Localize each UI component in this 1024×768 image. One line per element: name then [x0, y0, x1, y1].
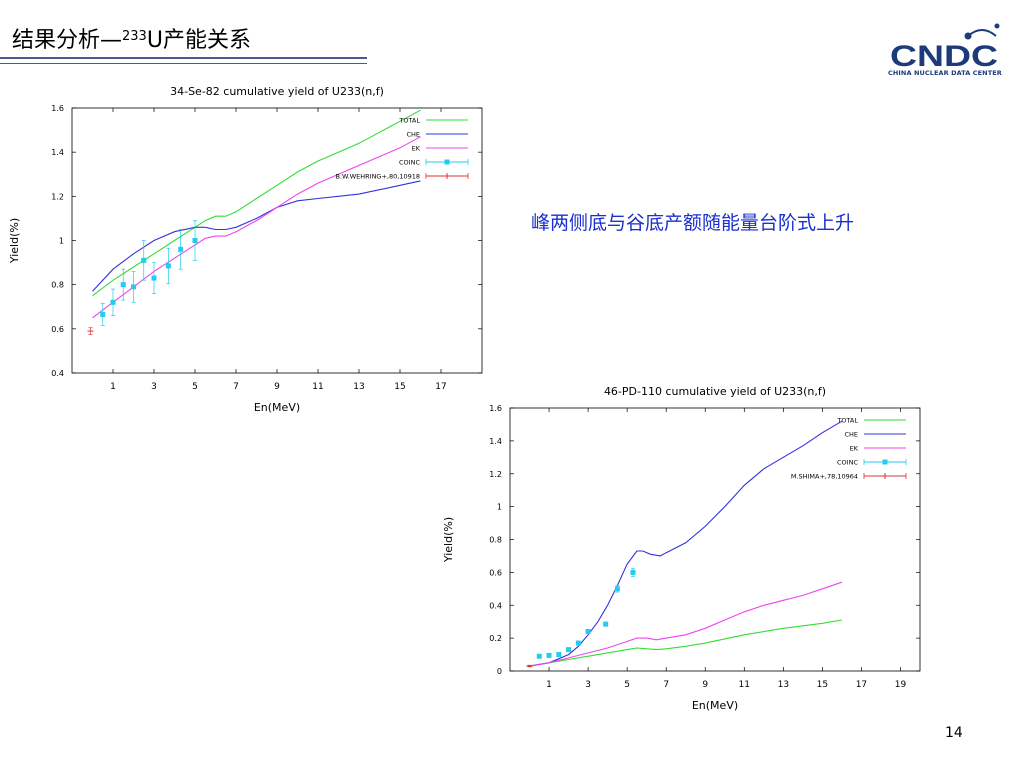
legend-label: TOTAL: [398, 117, 420, 125]
x-tick-label: 3: [151, 382, 157, 392]
x-tick-label: 17: [856, 680, 867, 690]
data-point: [141, 257, 147, 263]
data-point: [100, 311, 106, 317]
data-point: [566, 647, 572, 653]
x-tick-label: 15: [394, 382, 405, 392]
x-tick-label: 1: [546, 680, 552, 690]
x-tick-label: 11: [739, 680, 750, 690]
x-tick-label: 19: [895, 680, 907, 690]
series-line-che: [529, 420, 843, 667]
x-tick-label: 5: [624, 680, 630, 690]
slide-title: 结果分析—233U产能关系: [12, 22, 251, 54]
x-tick-label: 5: [192, 382, 198, 392]
data-point: [614, 586, 620, 592]
data-point: [151, 275, 157, 281]
y-tick-label: 1.4: [489, 437, 502, 446]
slide-title-prefix: 结果分析—: [12, 28, 123, 53]
y-tick-label: 0.6: [489, 568, 502, 577]
chart-se82: 34-Se-82 cumulative yield of U233(n,f) En…: [8, 85, 483, 414]
data-point: [603, 621, 609, 627]
y-tick-label: 1: [497, 503, 502, 512]
series-line-ek: [529, 581, 843, 667]
data-point: [630, 569, 636, 575]
legend-label: CHE: [406, 131, 420, 139]
y-tick-label: 0.6: [51, 325, 64, 334]
y-tick-label: 1.6: [489, 404, 502, 413]
slide-title-superscript: 233: [122, 29, 147, 44]
x-tick-label: 3: [585, 680, 591, 690]
x-tick-label: 1: [110, 382, 116, 392]
x-tick-label: 15: [817, 680, 828, 690]
legend-label: EK: [412, 145, 421, 153]
legend-label: CHE: [844, 431, 858, 439]
y-tick-label: 1.2: [489, 470, 502, 479]
data-point: [165, 263, 171, 269]
series-line-total: [529, 619, 842, 667]
x-tick-label: 13: [353, 382, 364, 392]
data-point: [120, 282, 126, 288]
data-point: [585, 629, 591, 635]
legend-marker: [444, 159, 450, 165]
remark-text: 峰两侧底与谷底产额随能量台阶式上升: [531, 212, 855, 234]
series-line-che: [92, 180, 421, 292]
y-tick-label: 0.2: [489, 634, 502, 643]
title-underline: [0, 57, 367, 59]
x-axis-label: En(MeV): [254, 401, 300, 414]
y-tick-label: 1.6: [51, 104, 64, 113]
data-point: [575, 640, 581, 646]
series-line-ek: [92, 136, 421, 319]
y-axis-label: Yield(%): [442, 517, 455, 563]
chart-pd110: 46-PD-110 cumulative yield of U233(n,f) E…: [442, 385, 921, 712]
series-line-total: [92, 109, 421, 297]
data-point: [110, 299, 116, 305]
page-number: 14: [945, 725, 963, 741]
y-tick-label: 0.4: [51, 369, 64, 378]
data-point: [556, 652, 562, 658]
y-tick-label: 0.4: [489, 601, 502, 610]
data-point: [536, 653, 542, 659]
x-tick-label: 9: [702, 680, 708, 690]
x-tick-label: 7: [663, 680, 669, 690]
cndc-logo-subtitle: CHINA NUCLEAR DATA CENTER: [888, 69, 1002, 77]
legend-label: EK: [850, 445, 859, 453]
legend-label: TOTAL: [836, 417, 858, 425]
x-tick-label: 9: [274, 382, 280, 392]
plot-frame: [71, 107, 483, 374]
x-tick-label: 7: [233, 382, 239, 392]
data-point: [178, 246, 184, 252]
slide-title-suffix: U产能关系: [146, 28, 251, 53]
y-tick-label: 0.8: [489, 536, 502, 545]
x-tick-label: 11: [312, 382, 323, 392]
data-point: [131, 284, 136, 290]
cndc-logo: CNDC: [890, 23, 1000, 73]
title-underline-thin: [0, 63, 367, 64]
y-axis-label: Yield(%): [8, 218, 21, 264]
y-tick-label: 1.4: [51, 148, 64, 157]
legend-label: M.SHIMA+,78,10964: [791, 473, 858, 481]
data-point: [192, 238, 198, 243]
x-tick-label: 13: [778, 680, 789, 690]
y-tick-label: 1: [59, 237, 64, 246]
plot-frame: [509, 407, 921, 672]
x-tick-label: 17: [435, 382, 446, 392]
legend-marker: [882, 459, 888, 465]
y-tick-label: 1.2: [51, 192, 64, 201]
y-tick-label: 0: [497, 667, 502, 676]
cndc-logo-text: CNDC: [890, 40, 998, 73]
x-axis-label: En(MeV): [692, 699, 738, 712]
chart-title: 34-Se-82 cumulative yield of U233(n,f): [170, 85, 384, 98]
chart-title: 46-PD-110 cumulative yield of U233(n,f): [604, 385, 826, 398]
legend-label: COINC: [399, 159, 420, 167]
legend-label: B.W.WEHRING+,80,10918: [335, 173, 420, 181]
data-point: [546, 652, 552, 658]
legend-label: COINC: [837, 459, 858, 467]
y-tick-label: 0.8: [51, 281, 64, 290]
